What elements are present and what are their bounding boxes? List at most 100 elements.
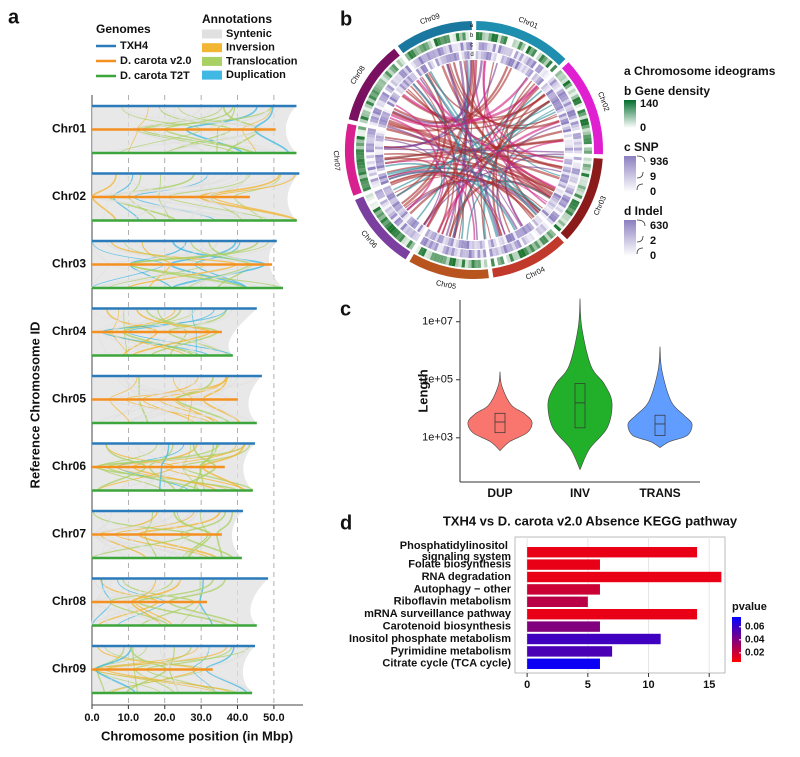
indel-cell bbox=[545, 88, 554, 96]
density-cell bbox=[356, 152, 365, 156]
density-cell bbox=[569, 201, 579, 208]
indel-cell bbox=[564, 158, 573, 163]
snp-cell bbox=[530, 60, 537, 69]
density-cell bbox=[391, 63, 400, 72]
indel-cell bbox=[436, 234, 443, 243]
snp-cell bbox=[568, 115, 578, 121]
indel-cell bbox=[424, 62, 432, 72]
snp-cell bbox=[535, 227, 543, 236]
snp-cell bbox=[491, 247, 497, 257]
snp-cell bbox=[439, 244, 445, 254]
snp-cell bbox=[573, 150, 582, 154]
snp-cell bbox=[471, 249, 475, 258]
snp-cell bbox=[422, 53, 430, 62]
snp-cell bbox=[540, 69, 549, 78]
density-cell bbox=[545, 60, 553, 69]
indel-cell bbox=[434, 233, 440, 242]
density-cell bbox=[359, 177, 369, 183]
density-cell bbox=[478, 32, 483, 41]
indel-cell bbox=[400, 81, 409, 89]
density-cell bbox=[573, 193, 583, 200]
density-cell bbox=[530, 48, 538, 58]
density-cell bbox=[583, 140, 592, 145]
snp-cell bbox=[569, 117, 578, 123]
density-cell bbox=[555, 221, 564, 230]
legend-tick-label: 0.04 bbox=[745, 634, 765, 645]
snp-cell bbox=[374, 188, 383, 195]
snp-cell bbox=[562, 194, 571, 201]
density-cell bbox=[420, 248, 428, 257]
indel-cell bbox=[393, 89, 402, 97]
indel-cell bbox=[492, 53, 498, 62]
indel-cell bbox=[509, 232, 516, 242]
density-cell bbox=[378, 78, 387, 86]
indel-cell bbox=[380, 179, 389, 186]
y-tick-label: RNA degradation bbox=[422, 571, 512, 583]
density-cell bbox=[577, 184, 587, 191]
x-tick-label: TRANS bbox=[639, 486, 680, 500]
indel-cell bbox=[563, 134, 573, 138]
snp-cell bbox=[390, 79, 399, 87]
snp-cell bbox=[466, 42, 470, 51]
link bbox=[405, 90, 563, 168]
snp-cell bbox=[563, 101, 572, 108]
snp-cell bbox=[389, 212, 398, 220]
indel-cell bbox=[564, 136, 573, 141]
snp-cell bbox=[523, 55, 530, 65]
density-cell bbox=[379, 216, 389, 224]
density-cell bbox=[583, 134, 592, 139]
density-cell bbox=[553, 223, 562, 232]
density-cell bbox=[398, 234, 406, 243]
y-tick-label: Chr01 bbox=[52, 122, 86, 136]
panel-label: a bbox=[8, 6, 20, 28]
density-cell bbox=[468, 32, 473, 41]
snp-cell bbox=[556, 203, 565, 211]
density-cell bbox=[574, 102, 584, 109]
snp-cell bbox=[556, 88, 565, 96]
indel-cell bbox=[375, 159, 384, 164]
snp-cell bbox=[393, 216, 402, 225]
indel-cell bbox=[432, 59, 438, 68]
ideogram bbox=[561, 62, 603, 155]
density-cell bbox=[412, 47, 420, 57]
density-cell bbox=[376, 80, 385, 88]
snp-cell bbox=[456, 248, 461, 258]
snp-cell bbox=[570, 120, 579, 126]
snp-cell bbox=[366, 160, 375, 165]
snp-cell bbox=[371, 182, 381, 189]
link bbox=[446, 63, 501, 237]
snp-cell bbox=[549, 78, 558, 87]
link bbox=[496, 153, 564, 235]
snp-cell bbox=[563, 191, 573, 198]
density-cell bbox=[558, 74, 567, 83]
y-tick-label: 1e+03 bbox=[422, 432, 453, 444]
snp-cell bbox=[369, 121, 378, 127]
indel-cell bbox=[549, 199, 558, 206]
x-tick-label: 0.0 bbox=[84, 712, 99, 724]
density-cell bbox=[418, 44, 425, 54]
snp-cell bbox=[489, 248, 494, 257]
indel-cell bbox=[490, 239, 495, 248]
density-cell bbox=[525, 45, 532, 55]
link bbox=[404, 179, 541, 212]
chromosome-label: Chr03 bbox=[592, 194, 608, 216]
colorbar bbox=[624, 156, 636, 192]
density-cell bbox=[502, 36, 509, 45]
panel-label: c bbox=[340, 298, 351, 320]
box bbox=[494, 412, 506, 434]
legend-swatch bbox=[202, 29, 222, 39]
snp-cell bbox=[567, 183, 576, 190]
snp-cell bbox=[460, 42, 464, 51]
snp-cell bbox=[406, 228, 415, 237]
indel-cell bbox=[552, 100, 562, 107]
snp-cell bbox=[409, 230, 417, 239]
density-cell bbox=[356, 132, 366, 137]
density-cell bbox=[362, 109, 371, 115]
snp-cell bbox=[497, 45, 503, 54]
density-cell bbox=[564, 209, 574, 217]
density-cell bbox=[386, 223, 395, 232]
density-cell bbox=[580, 175, 589, 181]
indel-cell bbox=[487, 239, 492, 248]
indel-cell bbox=[412, 221, 420, 230]
indel-cell bbox=[557, 183, 567, 189]
